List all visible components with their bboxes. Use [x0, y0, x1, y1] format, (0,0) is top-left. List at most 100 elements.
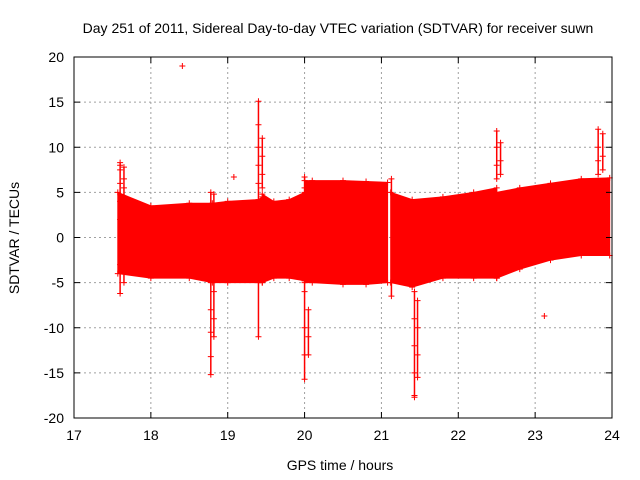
band-1-marker-0-1 [259, 279, 266, 286]
spike-13-point-1 [493, 144, 500, 151]
band-3-marker-0-0 [387, 189, 394, 196]
data-layer [114, 63, 613, 401]
y-tick-label-1: -15 [44, 365, 64, 381]
spike-16-point-2 [595, 157, 602, 164]
spike-0-point-2 [117, 180, 124, 187]
spike-17-point-0 [599, 130, 606, 137]
spike-3-point-5 [207, 371, 214, 378]
x-tick-label-7: 24 [604, 427, 620, 443]
y-tick-label-4: 0 [56, 230, 64, 246]
spike-6-point-4 [255, 180, 262, 187]
spike-8-point-2 [301, 288, 308, 295]
band-3-marker-3-1 [470, 275, 477, 282]
spike-2-point-0 [179, 63, 186, 70]
spike-13-point-0 [493, 128, 500, 135]
spike-1-point-2 [120, 184, 127, 191]
spike-1-point-3 [120, 279, 127, 286]
spike-0-point-6 [117, 261, 124, 268]
spike-0-point-0 [117, 216, 124, 223]
band-4-marker-0-0 [493, 189, 500, 196]
x-tick-label-4: 21 [374, 427, 390, 443]
spike-3-point-3 [207, 329, 214, 336]
y-tick-label-2: -10 [44, 320, 64, 336]
band-4-marker-3-1 [578, 252, 585, 259]
band-0-marker-1-1 [147, 275, 154, 282]
data-band-3 [390, 187, 498, 288]
spike-6-point-1 [255, 121, 262, 128]
chart-title: Day 251 of 2011, Sidereal Day-to-day VTE… [83, 20, 594, 36]
spike-8-point-1 [301, 184, 308, 191]
y-tick-label-0: -20 [44, 410, 64, 426]
spike-8-point-3 [301, 324, 308, 331]
spike-13-point-2 [493, 162, 500, 169]
x-tick-label-3: 20 [297, 427, 313, 443]
spike-12-point-3 [414, 374, 421, 381]
data-band-1 [261, 191, 306, 284]
band-0-marker-4-1 [224, 279, 231, 286]
spike-0-point-5 [117, 166, 124, 173]
band-4-marker-0-1 [493, 275, 500, 282]
band-4-marker-1-1 [516, 266, 523, 273]
x-tick-label-0: 17 [66, 427, 82, 443]
spike-0-point-7 [117, 290, 124, 297]
y-tick-label-6: 10 [48, 139, 64, 155]
band-0-marker-1-0 [147, 202, 154, 209]
y-axis-label: SDTVAR / TECUs [6, 182, 22, 294]
spike-9-point-1 [305, 333, 312, 340]
spike-14-point-0 [497, 139, 504, 146]
spike-8-point-5 [301, 376, 308, 383]
data-band-2 [304, 180, 389, 285]
spike-3-point-2 [207, 306, 214, 313]
band-3-marker-2-0 [439, 193, 446, 200]
spike-6-point-0 [255, 98, 262, 105]
band-4-marker-2-1 [547, 257, 554, 264]
spike-6-point-2 [255, 144, 262, 151]
spike-4-point-0 [210, 191, 217, 198]
band-2-marker-2-1 [340, 281, 346, 288]
spike-11-point-1 [411, 315, 418, 322]
y-tick-label-5: 5 [56, 184, 64, 200]
spike-10-point-1 [388, 293, 395, 300]
x-axis-label: GPS time / hours [287, 457, 394, 473]
spike-16-point-1 [595, 144, 602, 151]
spike-5-point-0 [230, 174, 237, 181]
spike-0-point-4 [117, 159, 124, 166]
band-1-marker-2-0 [286, 196, 293, 203]
band-3-marker-1-0 [409, 196, 416, 203]
spike-4-point-2 [210, 315, 217, 322]
spike-3-point-0 [207, 189, 214, 196]
spike-7-point-0 [259, 135, 266, 142]
spike-11-point-2 [411, 342, 418, 349]
x-tick-label-6: 23 [527, 427, 543, 443]
data-band-4 [496, 177, 611, 279]
band-2-marker-1-1 [309, 279, 316, 286]
spike-6-point-5 [255, 333, 262, 340]
spike-11-point-0 [411, 288, 418, 295]
y-tick-label-7: 15 [48, 94, 64, 110]
spike-16-point-0 [595, 126, 602, 133]
spike-3-point-4 [207, 353, 214, 360]
spike-3-point-1 [207, 279, 214, 286]
band-4-marker-1-0 [516, 184, 523, 191]
band-4-marker-2-0 [547, 180, 554, 187]
band-3-marker-2-1 [439, 275, 446, 282]
band-1-marker-0-0 [259, 191, 266, 198]
x-tick-label-1: 18 [143, 427, 159, 443]
data-band-0 [117, 191, 263, 284]
spike-1-point-1 [120, 175, 127, 182]
spike-12-point-1 [414, 324, 421, 331]
spike-0-point-1 [117, 198, 124, 205]
spike-4-point-1 [210, 288, 217, 295]
spike-17-point-1 [599, 153, 606, 160]
spike-1-point-0 [120, 164, 127, 171]
band-3-marker-3-0 [470, 189, 477, 196]
spike-17-point-2 [599, 166, 606, 173]
spike-4-point-3 [210, 333, 217, 340]
spike-15-point-0 [541, 313, 548, 320]
band-4-marker-3-0 [578, 175, 585, 182]
spike-8-point-0 [301, 174, 308, 181]
spike-7-point-1 [259, 153, 266, 160]
band-3-marker-1-1 [409, 284, 416, 291]
band-2-marker-4-0 [384, 179, 391, 186]
